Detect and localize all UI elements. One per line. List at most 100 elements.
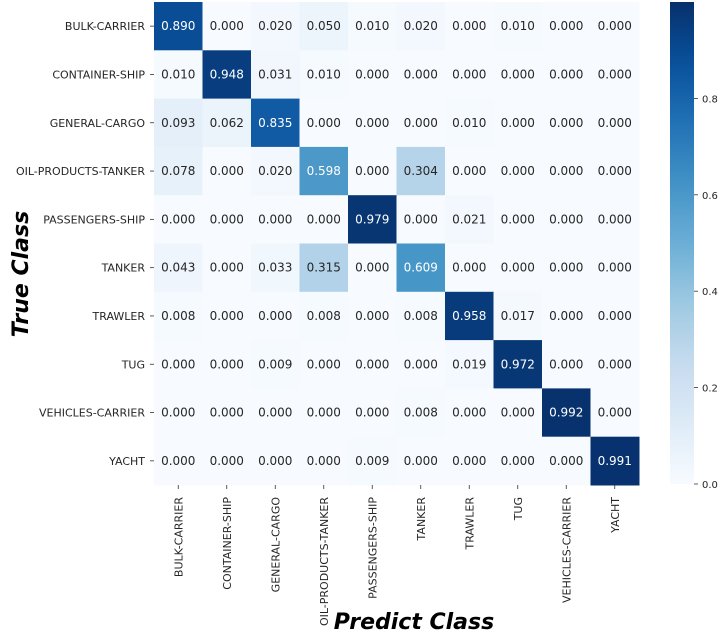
cell-value-label: 0.991	[598, 454, 632, 468]
heatmap-cell	[542, 98, 591, 148]
cell-value-label: 0.000	[258, 212, 292, 226]
column-tick-labels: BULK-CARRIER CONTAINER-SHIP GENERAL-CARGO O…	[172, 485, 622, 626]
cell-value-label: 0.010	[307, 67, 341, 81]
heatmap-cell	[348, 243, 397, 293]
cell-value-label: 0.000	[307, 116, 341, 130]
heatmap-cell	[154, 340, 203, 389]
cell-value-label: 0.000	[355, 164, 389, 178]
heatmap-cell	[396, 436, 446, 486]
cell-value-label: 0.009	[258, 357, 292, 371]
cell-value-label: 0.008	[307, 309, 341, 323]
heatmap-cell	[493, 195, 543, 244]
colorbar-tick-label: 0.4	[702, 287, 718, 298]
column-tick-label: GENERAL-CARGO	[269, 497, 282, 593]
heatmap-cell	[396, 98, 446, 148]
heatmap-cell	[493, 291, 543, 341]
cell-value-label: 0.000	[210, 454, 244, 468]
heatmap-cell	[299, 50, 349, 100]
cell-value-label: 0.000	[404, 67, 438, 81]
cell-value-label: 0.000	[598, 309, 632, 323]
cell-value-label: 0.000	[210, 309, 244, 323]
heatmap-cell	[445, 291, 494, 341]
heatmap-cell	[590, 98, 640, 148]
column-tick-label: OIL-PRODUCTS-TANKER	[318, 497, 331, 626]
heatmap-cell	[202, 388, 252, 438]
heatmap-cell	[542, 243, 591, 293]
cell-value-label: 0.093	[161, 116, 195, 130]
cell-value-label: 0.000	[355, 261, 389, 275]
row-tick-label: GENERAL-CARGO	[50, 117, 146, 130]
cell-value-label: 0.000	[598, 67, 632, 81]
cell-value-label: 0.000	[404, 357, 438, 371]
column-tick-label: BULK-CARRIER	[172, 497, 185, 577]
cell-value-label: 0.021	[452, 212, 486, 226]
heatmap-cell	[154, 195, 203, 244]
cell-value-label: 0.835	[258, 116, 292, 130]
heatmap-cell	[348, 340, 397, 389]
cell-value-label: 0.979	[355, 212, 389, 226]
cell-value-label: 0.000	[258, 309, 292, 323]
heatmap-cell	[445, 2, 494, 51]
cell-value-label: 0.000	[210, 212, 244, 226]
heatmap-cell	[590, 195, 640, 244]
heatmap-cell	[251, 436, 300, 486]
cell-value-label: 0.000	[404, 116, 438, 130]
heatmap-cell	[396, 340, 446, 389]
cell-value-label: 0.000	[452, 406, 486, 420]
cell-value-label: 0.000	[161, 454, 195, 468]
heatmap-cell	[251, 2, 300, 51]
cell-value-label: 0.000	[355, 309, 389, 323]
cell-value-label: 0.000	[549, 454, 583, 468]
heatmap-cell	[493, 98, 543, 148]
cell-value-label: 0.000	[210, 406, 244, 420]
cell-value-label: 0.000	[161, 357, 195, 371]
heatmap-cell	[348, 50, 397, 100]
cell-value-label: 0.000	[598, 164, 632, 178]
heatmap-cell	[154, 2, 203, 51]
heatmap-cell	[493, 146, 543, 196]
heatmap-cell	[251, 291, 300, 341]
cell-value-label: 0.009	[355, 454, 389, 468]
colorbar: 0.0 0.2 0.4 0.6 0.8	[670, 2, 718, 491]
heatmap-cell	[396, 2, 446, 51]
row-tick-label: CONTAINER-SHIP	[52, 68, 145, 81]
row-tick-label: VEHICLES-CARRIER	[39, 407, 145, 420]
heatmap-cell	[445, 98, 494, 148]
heatmap-cell	[202, 98, 252, 148]
heatmap-cells: 0.890 0.000 0.020 0.050 0.010 0.020 0.000 0.010…	[154, 2, 640, 486]
heatmap-cell	[590, 291, 640, 341]
cell-value-label: 0.020	[404, 19, 438, 33]
heatmap-cell	[590, 2, 640, 51]
heatmap-cell	[299, 243, 349, 293]
heatmap-cell	[348, 2, 397, 51]
heatmap-cell	[445, 340, 494, 389]
heatmap-cell	[445, 243, 494, 293]
cell-value-label: 0.010	[161, 67, 195, 81]
cell-value-label: 0.609	[404, 261, 438, 275]
cell-value-label: 0.992	[549, 406, 583, 420]
cell-value-label: 0.000	[549, 212, 583, 226]
heatmap-cell	[202, 2, 252, 51]
heatmap-cell	[396, 243, 446, 293]
x-axis-title: Predict Class	[334, 610, 494, 635]
cell-value-label: 0.000	[452, 67, 486, 81]
heatmap-cell	[348, 388, 397, 438]
cell-value-label: 0.020	[258, 19, 292, 33]
column-tick-label: TUG	[512, 497, 525, 521]
heatmap-cell	[348, 291, 397, 341]
heatmap-cell	[202, 340, 252, 389]
heatmap-cell	[202, 50, 252, 100]
colorbar-tick-label: 0.8	[702, 94, 718, 105]
heatmap-cell	[493, 2, 543, 51]
heatmap-cell	[154, 98, 203, 148]
heatmap-cell	[348, 98, 397, 148]
heatmap-cell	[542, 436, 591, 486]
cell-value-label: 0.000	[598, 212, 632, 226]
cell-value-label: 0.000	[307, 454, 341, 468]
cell-value-label: 0.020	[258, 164, 292, 178]
cell-value-label: 0.000	[355, 67, 389, 81]
heatmap-cell	[396, 195, 446, 244]
cell-value-label: 0.000	[355, 406, 389, 420]
heatmap-cell	[299, 98, 349, 148]
cell-value-label: 0.000	[210, 357, 244, 371]
